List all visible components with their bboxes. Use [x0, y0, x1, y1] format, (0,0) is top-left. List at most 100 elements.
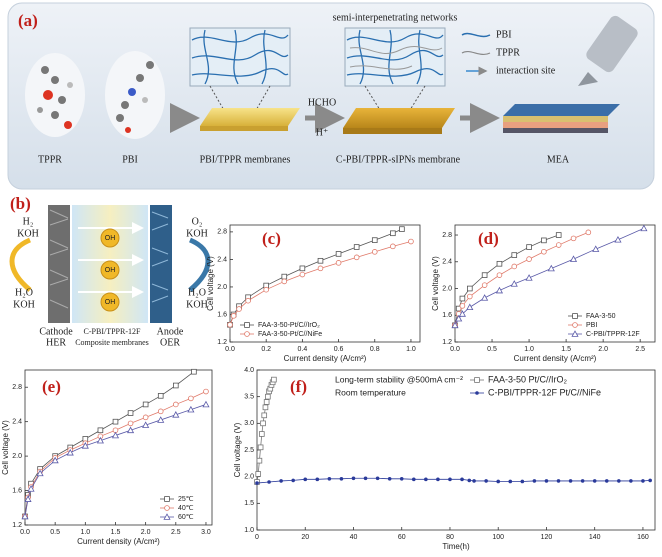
data-point: [111, 431, 120, 439]
legend-marker: [164, 496, 170, 502]
panel-background: [7, 2, 655, 190]
data-point: [21, 512, 29, 520]
x-tick-label: 0: [255, 534, 259, 541]
data-point: [555, 232, 562, 238]
data-point: [142, 401, 149, 408]
data-point: [592, 479, 597, 483]
y-tick-label: 1.6: [217, 311, 227, 318]
y-tick-label: 1.2: [217, 339, 227, 346]
panel-label: (d): [478, 229, 499, 248]
data-point: [399, 226, 405, 232]
y-tick-label: 2.5: [244, 447, 254, 454]
data-point: [541, 248, 547, 255]
network-title: semi-interpenetrating networks: [333, 12, 458, 23]
x-tick-label: 1.0: [524, 346, 534, 353]
data-point: [496, 272, 503, 278]
y-tick-label: 2.4: [217, 256, 227, 263]
data-point: [245, 297, 251, 304]
x-axis-label: Current density (A/cm²): [77, 537, 160, 546]
data-point: [555, 242, 562, 248]
data-point: [604, 479, 609, 483]
data-point: [255, 481, 259, 485]
electrode-label: Anode: [157, 326, 184, 337]
data-point: [299, 265, 306, 272]
x-axis-label: Time(h): [442, 542, 470, 551]
y-tick-label: 3.0: [244, 420, 254, 427]
y-axis-label: Cell voltage (V): [233, 422, 242, 477]
data-point: [259, 431, 265, 437]
data-point: [495, 286, 504, 294]
reagent-label: H⁺: [316, 127, 329, 138]
legend-marker: [244, 331, 250, 337]
data-point: [317, 265, 324, 272]
data-point: [260, 420, 266, 427]
x-axis-label: Current density (A/cm²): [284, 354, 367, 363]
data-point: [281, 278, 288, 285]
zoom-line: [254, 85, 271, 113]
mea: [503, 104, 620, 133]
data-point: [511, 263, 518, 270]
data-point: [459, 303, 466, 309]
data-point: [399, 477, 404, 481]
y-tick-label: 1.2: [442, 339, 452, 346]
y-tick-label: 2.0: [244, 474, 254, 481]
data-point: [265, 393, 271, 400]
data-point: [390, 243, 396, 250]
data-point: [36, 469, 44, 477]
legend-label: TPPR: [496, 47, 520, 58]
electrode-label: HER: [46, 337, 66, 348]
data-point: [81, 442, 89, 449]
data-point: [142, 414, 149, 421]
y-axis-label: Cell voltage (V): [431, 256, 440, 311]
plot-frame: [454, 224, 656, 343]
data-point: [510, 280, 518, 287]
x-tick-label: 3.0: [201, 529, 211, 536]
data-point: [66, 448, 74, 456]
legend-label: PBI: [496, 29, 512, 40]
x-tick-label: 20: [301, 534, 309, 541]
x-tick-label: 2.0: [598, 346, 608, 353]
series-line: [454, 231, 589, 326]
network-box: [344, 27, 446, 87]
cathode-texture: [49, 209, 69, 309]
data-point: [508, 479, 513, 484]
data-point: [467, 478, 472, 483]
data-point: [263, 286, 269, 293]
data-point: [408, 238, 414, 245]
ion-label: OH: [105, 235, 116, 242]
data-point: [339, 477, 344, 481]
annotation: Long-term stability @500mA cm⁻²: [335, 374, 463, 384]
legend-label: 60℃: [178, 514, 194, 521]
y-tick-label: 2.0: [442, 285, 452, 292]
ion-transport: [78, 222, 144, 312]
data-point: [614, 235, 622, 243]
data-point: [640, 224, 648, 232]
anode-texture: [151, 211, 169, 303]
reagent-label: HCHO: [308, 97, 336, 108]
y-tick-label: 1.6: [12, 487, 22, 494]
data-point: [353, 244, 360, 250]
data-point: [455, 314, 463, 322]
panel-label: (e): [42, 377, 61, 396]
data-point: [472, 479, 476, 483]
ion-label: OH: [105, 299, 116, 306]
y-axis-label: Cell voltage (V): [206, 256, 215, 311]
data-point: [51, 456, 59, 464]
data-point: [547, 264, 555, 272]
data-point: [191, 368, 197, 375]
data-point: [484, 479, 488, 483]
y-tick-label: 1.5: [244, 500, 254, 507]
membrane-label: Composite membranes: [75, 338, 149, 347]
legend-label: FAA-3-50 Pt/C//IrO₂: [488, 374, 568, 384]
data-point: [96, 436, 104, 444]
data-point: [541, 237, 547, 244]
legend-marker: [244, 322, 250, 328]
data-point: [481, 282, 488, 288]
data-point: [459, 295, 466, 302]
series-line: [229, 228, 403, 325]
legend-marker: [572, 322, 578, 328]
x-tick-label: 0.5: [50, 529, 60, 536]
legend-label: FAA-3-50: [586, 313, 616, 320]
data-point: [127, 410, 134, 416]
data-point: [327, 477, 332, 481]
